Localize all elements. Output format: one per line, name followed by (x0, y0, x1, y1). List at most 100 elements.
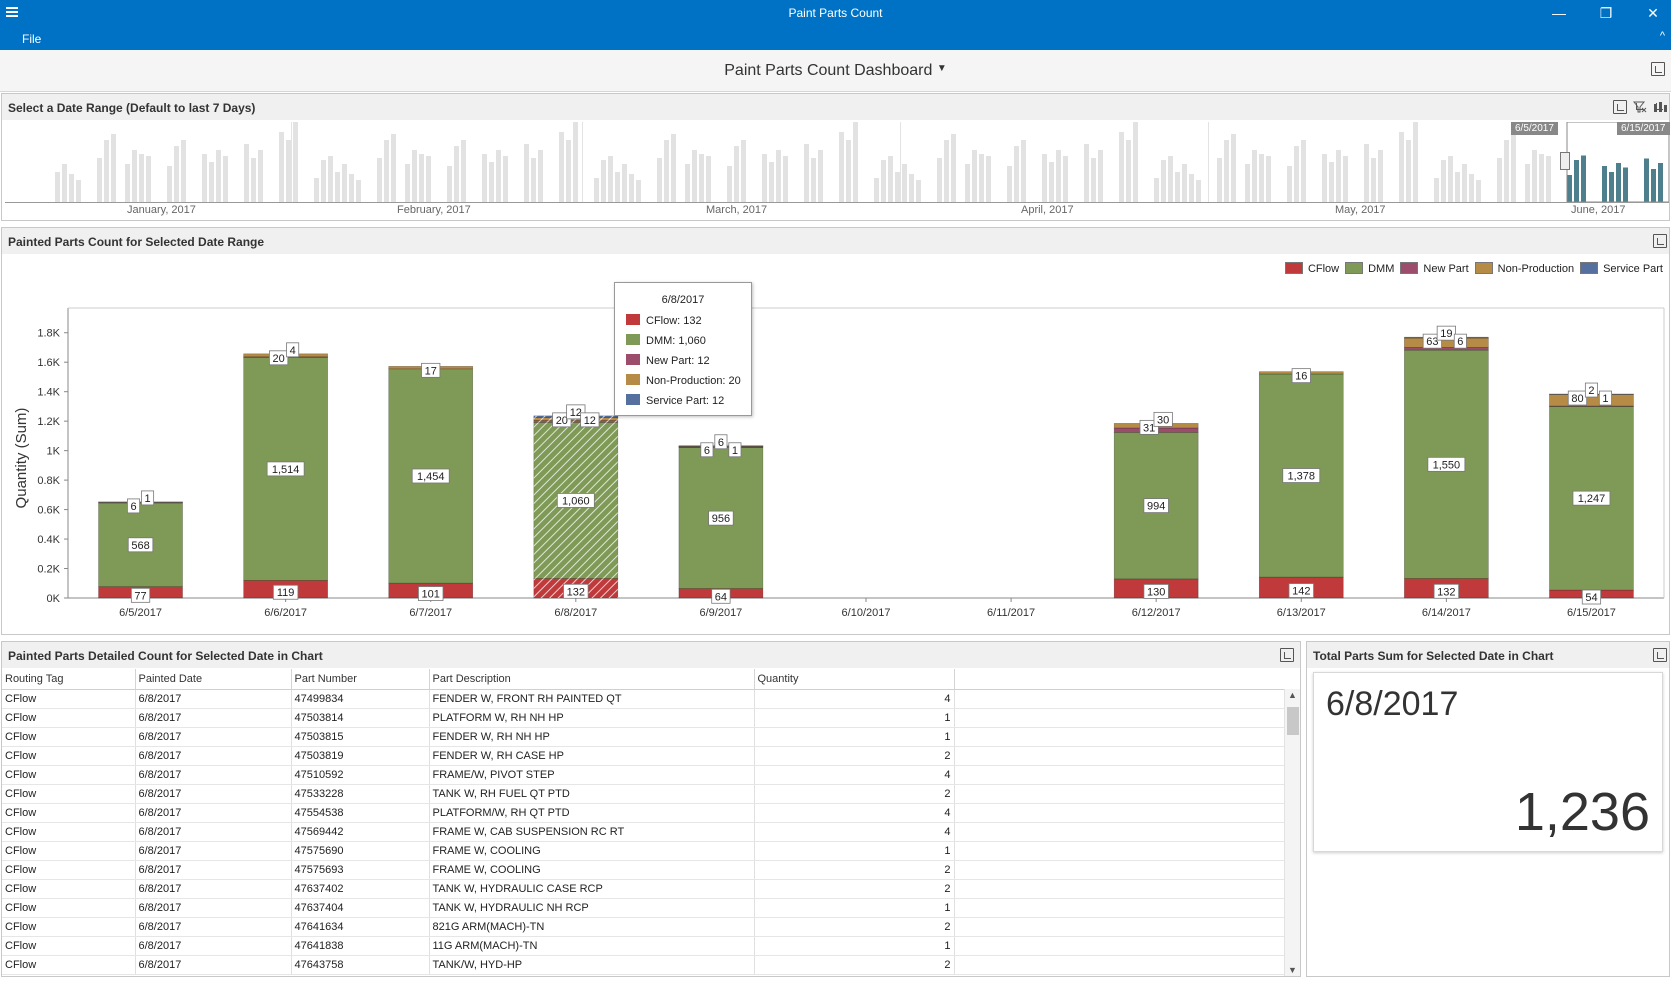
range-bar (335, 172, 340, 202)
table-cell-filler (954, 803, 1284, 823)
filter-icon[interactable]: ▼ (936, 63, 947, 74)
legend-item[interactable]: DMM (1345, 262, 1394, 275)
table-row[interactable]: CFlow 6/8/2017 47503819 FENDER W, RH CASE H… (2, 746, 1284, 766)
range-month-label: January, 2017 (127, 204, 196, 216)
range-month-label: June, 2017 (1571, 204, 1626, 216)
svg-text:1,247: 1,247 (1578, 493, 1606, 505)
range-month-divider (582, 122, 583, 202)
range-bar (1413, 122, 1418, 202)
range-bar (132, 150, 137, 202)
legend-item[interactable]: Service Part (1580, 262, 1663, 275)
table-row[interactable]: CFlow 6/8/2017 47569442 FRAME W, CAB SUSPEN… (2, 822, 1284, 842)
table-cell: 47503819 (291, 746, 430, 766)
range-bar (1609, 172, 1614, 202)
range-bar (685, 164, 690, 202)
table-row[interactable]: CFlow 6/8/2017 47575693 FRAME W, COOLING 2 (2, 860, 1284, 880)
data-label: 6 (700, 442, 714, 458)
minimize-button[interactable]: — (1552, 5, 1566, 21)
range-bar (1651, 169, 1656, 202)
column-header-filler (954, 669, 1284, 690)
scroll-down-icon[interactable]: ▼ (1288, 965, 1297, 975)
table-cell: 1 (754, 898, 955, 918)
range-bar (811, 158, 816, 202)
clear-filter-icon[interactable] (1632, 100, 1647, 114)
svg-text:16: 16 (1295, 371, 1307, 383)
detail-panel-title: Painted Parts Detailed Count for Selecte… (8, 649, 323, 663)
legend-item[interactable]: New Part (1400, 262, 1469, 275)
export-icon[interactable] (1653, 648, 1667, 662)
close-button[interactable]: ✕ (1647, 5, 1659, 21)
table-cell: 6/8/2017 (135, 822, 292, 842)
range-bar (1364, 144, 1369, 202)
stacked-bar-chart[interactable]: 0K 0.2K 0.4K 0.6K 0.8K 1K 1.2K 1.4K 1.6K 1.8K Quan… (2, 254, 1669, 634)
table-row[interactable]: CFlow 6/8/2017 47641634 821G ARM(MACH)-TN 2 (2, 917, 1284, 937)
range-bar (482, 154, 487, 202)
svg-text:80: 80 (1571, 393, 1583, 405)
range-selector[interactable]: January, 2017 February, 2017 March, 2017… (5, 122, 1670, 216)
bar-segment[interactable] (98, 502, 183, 587)
table-cell: CFlow (2, 879, 136, 899)
table-row[interactable]: CFlow 6/8/2017 47575690 FRAME W, COOLING 1 (2, 841, 1284, 861)
table-cell: CFlow (2, 860, 136, 880)
range-bar (146, 156, 151, 202)
table-cell: 6/8/2017 (135, 917, 292, 937)
select-range-icon[interactable] (1653, 100, 1667, 114)
table-cell: TANK/W, HYD-HP (429, 955, 755, 975)
data-label: 994 (1143, 498, 1169, 514)
table-cell: 47641634 (291, 917, 430, 937)
range-start-flag: 6/5/2017 (1511, 122, 1558, 135)
table-row[interactable]: CFlow 6/8/2017 47637402 TANK W, HYDRAULIC C… (2, 879, 1284, 899)
chart-tooltip: 6/8/2017 CFlow: 132 DMM: 1,060 New Part: 1… (614, 282, 752, 416)
scrollbar-thumb[interactable] (1287, 707, 1299, 735)
column-header[interactable]: Routing Tag (2, 669, 136, 690)
range-bar (902, 164, 907, 202)
table-row[interactable]: CFlow 6/8/2017 47641838 11G ARM(MACH)-TN 1 (2, 936, 1284, 956)
detail-scrollbar[interactable]: ▲ ▼ (1284, 689, 1300, 976)
export-icon[interactable] (1651, 62, 1665, 76)
table-row[interactable]: CFlow 6/8/2017 47510592 FRAME/W, PIVOT STEP… (2, 765, 1284, 785)
column-header[interactable]: Part Description (429, 669, 755, 690)
range-bar (426, 156, 431, 202)
y-tick-label: 1K (47, 446, 61, 458)
range-bar (769, 162, 774, 202)
range-bar (888, 156, 893, 202)
column-header[interactable]: Quantity (754, 669, 955, 690)
range-bars[interactable] (5, 122, 1669, 202)
table-row[interactable]: CFlow 6/8/2017 47499834 FENDER W, FRONT RH … (2, 689, 1284, 709)
table-row[interactable]: CFlow 6/8/2017 47643758 TANK/W, HYD-HP 2 (2, 955, 1284, 975)
collapse-ribbon-icon[interactable]: ^ (1659, 30, 1665, 42)
range-bar (1014, 146, 1019, 202)
scroll-up-icon[interactable]: ▲ (1288, 690, 1297, 700)
restore-button[interactable]: ❐ (1599, 5, 1613, 21)
legend-item[interactable]: Non-Production (1474, 262, 1574, 275)
table-row[interactable]: CFlow 6/8/2017 47637404 TANK W, HYDRAULIC N… (2, 898, 1284, 918)
column-header[interactable]: Part Number (291, 669, 430, 690)
table-cell-filler (954, 955, 1284, 975)
export-icon[interactable] (1613, 100, 1627, 114)
range-bar (1434, 178, 1439, 202)
range-bar (342, 164, 347, 202)
tooltip-swatch (626, 314, 640, 325)
bar-segment[interactable] (98, 501, 183, 503)
svg-text:1: 1 (732, 445, 738, 457)
table-row[interactable]: CFlow 6/8/2017 47554538 PLATFORM/W, RH QT P… (2, 803, 1284, 823)
table-row[interactable]: CFlow 6/8/2017 47503814 PLATFORM W, RH NH H… (2, 708, 1284, 728)
range-month-divider (900, 122, 901, 202)
column-header[interactable]: Painted Date (135, 669, 292, 690)
bar-segment[interactable] (1404, 347, 1489, 351)
range-start-handle[interactable] (1560, 152, 1570, 170)
data-label: 1 (141, 490, 155, 506)
svg-text:17: 17 (425, 365, 437, 377)
range-bar (1441, 160, 1446, 202)
table-row[interactable]: CFlow 6/8/2017 47533228 TANK W, RH FUEL QT … (2, 784, 1284, 804)
range-bar (356, 180, 361, 202)
export-icon[interactable] (1280, 648, 1294, 662)
file-menu[interactable]: File (22, 32, 42, 46)
range-bar (251, 158, 256, 202)
app-menu-icon[interactable] (5, 5, 19, 19)
table-cell: CFlow (2, 765, 136, 785)
export-icon[interactable] (1653, 234, 1667, 248)
range-bar (139, 154, 144, 202)
legend-item[interactable]: CFlow (1284, 262, 1339, 275)
table-row[interactable]: CFlow 6/8/2017 47503815 FENDER W, RH NH HP 1 (2, 727, 1284, 747)
